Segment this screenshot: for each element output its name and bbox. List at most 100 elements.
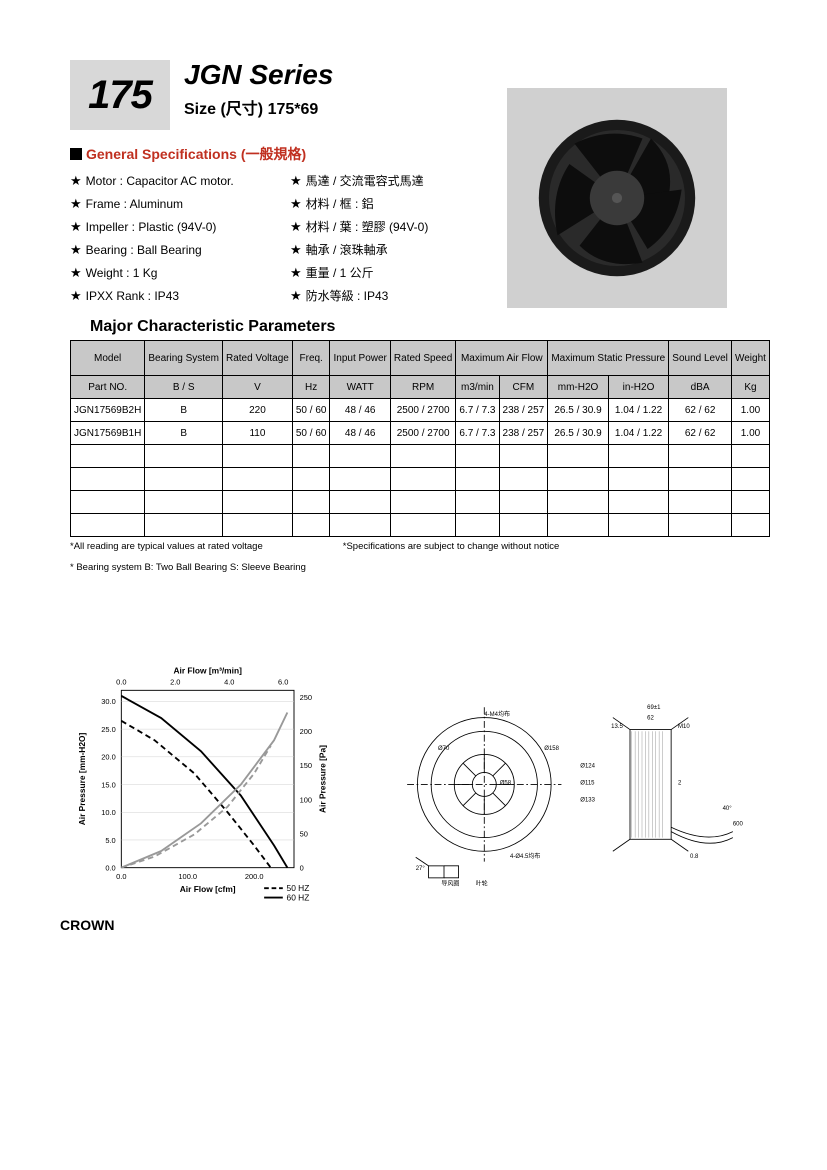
star-icon: ★ [290,288,302,304]
table-row: JGN17569B2HB22050 / 6048 / 462500 / 2700… [71,399,770,422]
table-row: JGN17569B1HB11050 / 6048 / 462500 / 2700… [71,422,770,445]
col-header: Maximum Air Flow [456,341,548,376]
spec-left: ★Impeller : Plastic (94V-0) [70,218,290,235]
table-row [71,491,770,514]
svg-text:15.0: 15.0 [101,780,116,789]
col-header: Sound Level [669,341,732,376]
svg-text:0.0: 0.0 [116,872,126,881]
table-row [71,468,770,491]
star-icon: ★ [290,173,302,189]
params-title: Major Characteristic Parameters [90,318,767,336]
svg-text:0.8: 0.8 [690,854,699,860]
size-subtitle: Size (尺寸) 175*69 [184,95,333,119]
svg-text:Ø58: Ø58 [500,780,512,786]
svg-text:Ø133: Ø133 [580,798,595,804]
col-subheader: Hz [292,376,330,399]
svg-text:13.5: 13.5 [611,724,623,730]
svg-text:100.0: 100.0 [178,872,197,881]
col-subheader: in-H2O [608,376,669,399]
svg-text:27°: 27° [416,866,426,872]
col-subheader: Kg [731,376,769,399]
svg-text:2: 2 [678,780,682,786]
svg-text:6.0: 6.0 [278,678,288,687]
square-bullet-icon [70,148,82,160]
svg-text:150: 150 [300,761,312,770]
size-badge: 175 [70,60,170,130]
technical-drawing: 69±16213.5M104-M4均布Ø58Ø70Ø158Ø124Ø115Ø13… [390,693,750,893]
col-header: Input Power [330,341,390,376]
star-icon: ★ [70,265,82,281]
star-icon: ★ [70,196,82,212]
performance-chart: 0.0 2.0 4.0 6.0 Air Flow [m³/min] 0.0 5.0 10.0 1… [70,653,350,933]
col-header: Weight [731,341,769,376]
svg-text:0.0: 0.0 [116,678,126,687]
col-subheader: Part NO. [71,376,145,399]
svg-text:Air Flow [cfm]: Air Flow [cfm] [180,884,236,894]
svg-text:100: 100 [300,795,312,804]
svg-text:Air Flow [m³/min]: Air Flow [m³/min] [173,666,242,676]
col-subheader: mm-H2O [548,376,609,399]
spec-right: ★軸承 / 滾珠軸承 [290,241,510,258]
series-title: JGN Series [184,60,333,91]
svg-text:4-Ø4.5均布: 4-Ø4.5均布 [510,852,540,860]
svg-text:5.0: 5.0 [105,836,115,845]
svg-text:40°: 40° [723,806,733,812]
svg-text:69±1: 69±1 [647,705,661,711]
svg-text:200.0: 200.0 [245,872,264,881]
col-subheader: m3/min [456,376,499,399]
star-icon: ★ [290,219,302,235]
col-header: Rated Voltage [222,341,292,376]
col-header: Rated Speed [390,341,455,376]
spec-left: ★Bearing : Ball Bearing [70,241,290,258]
note-c: * Bearing system B: Two Ball Bearing S: … [70,562,767,573]
col-subheader: WATT [330,376,390,399]
col-subheader: V [222,376,292,399]
star-icon: ★ [70,219,82,235]
spec-right: ★重量 / 1 公斤 [290,264,510,281]
svg-text:Ø124: Ø124 [580,763,595,769]
svg-text:20.0: 20.0 [101,753,116,762]
svg-text:M10: M10 [678,724,690,730]
note-b: *Specifications are subject to change wi… [343,541,560,552]
svg-text:4-M4均布: 4-M4均布 [484,710,510,718]
svg-text:600: 600 [733,822,744,828]
spec-left: ★IPXX Rank : IP43 [70,287,290,304]
svg-text:叶轮: 叶轮 [476,880,488,888]
brand-footer: CROWN [60,917,114,933]
svg-text:2.0: 2.0 [170,678,180,687]
table-row [71,514,770,537]
svg-text:Ø158: Ø158 [544,746,559,752]
spec-left: ★Frame : Aluminum [70,195,290,212]
col-header: Maximum Static Pressure [548,341,669,376]
params-table: ModelBearing SystemRated VoltageFreq.Inp… [70,340,770,537]
col-subheader: dBA [669,376,732,399]
svg-text:Air Pressure [Pa]: Air Pressure [Pa] [318,745,328,813]
col-subheader: CFM [499,376,548,399]
star-icon: ★ [70,173,82,189]
svg-text:0.0: 0.0 [105,863,115,872]
product-photo [507,88,727,308]
general-spec-title: General Specifications (一般規格) [86,144,306,164]
svg-text:30.0: 30.0 [101,697,116,706]
spec-left: ★Weight : 1 Kg [70,264,290,281]
col-subheader: RPM [390,376,455,399]
spec-left: ★Motor : Capacitor AC motor. [70,172,290,189]
spec-right: ★材料 / 框 : 鋁 [290,195,510,212]
star-icon: ★ [290,196,302,212]
svg-text:200: 200 [300,727,312,736]
spec-right: ★防水等級 : IP43 [290,287,510,304]
col-header: Model [71,341,145,376]
svg-text:10.0: 10.0 [101,808,116,817]
star-icon: ★ [70,288,82,304]
svg-text:4.0: 4.0 [224,678,234,687]
star-icon: ★ [290,265,302,281]
col-subheader: B / S [145,376,223,399]
spec-right: ★材料 / 葉 : 塑膠 (94V-0) [290,218,510,235]
svg-text:25.0: 25.0 [101,725,116,734]
star-icon: ★ [290,242,302,258]
svg-text:Air Pressure [mm-H2O]: Air Pressure [mm-H2O] [77,732,87,825]
note-a: *All reading are typical values at rated… [70,541,263,552]
star-icon: ★ [70,242,82,258]
svg-text:250: 250 [300,693,312,702]
svg-text:60 HZ: 60 HZ [287,892,310,902]
